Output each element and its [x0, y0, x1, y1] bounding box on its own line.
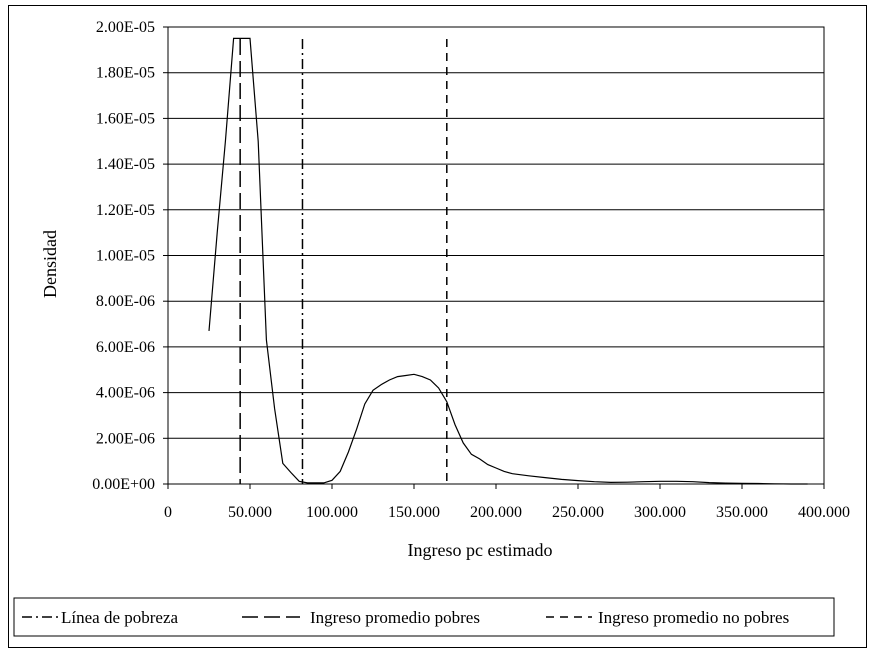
legend-box: [13, 597, 835, 637]
reference-lines: [239, 39, 448, 484]
y-tick-label: 1.60E-05: [96, 110, 155, 127]
y-tick-label: 0.00E+00: [92, 476, 155, 493]
y-tick-label: 1.20E-05: [96, 202, 155, 219]
gridlines: [167, 26, 825, 485]
y-axis-label: Densidad: [40, 230, 60, 298]
y-tick-label: 6.00E-06: [96, 339, 155, 356]
y-tick-label: 8.00E-06: [96, 293, 155, 310]
x-tick-label: 350.000: [716, 504, 768, 521]
y-tick-label: 2.00E-06: [96, 430, 155, 447]
x-tick-label: 150.000: [388, 504, 440, 521]
y-tick-label: 1.80E-05: [96, 65, 155, 82]
x-tick-label: 400.000: [798, 504, 850, 521]
legend-label: Ingreso promedio pobres: [310, 608, 480, 627]
x-axis-ticks: 0 50.000 100.000 150.000 200.000 250.000 300.0…: [164, 484, 850, 521]
x-tick-label: 300.000: [634, 504, 686, 521]
x-tick-label: 0: [164, 504, 172, 521]
legend-label: Línea de pobreza: [61, 608, 178, 627]
x-tick-label: 100.000: [306, 504, 358, 521]
chart-frame: [8, 5, 867, 648]
y-tick-label: 1.40E-05: [96, 156, 155, 173]
y-tick-label: 1.00E-05: [96, 248, 155, 265]
legend: Línea de pobreza Ingreso promedio pobres I…: [13, 597, 835, 637]
y-tick-label: 2.00E-05: [96, 19, 155, 36]
x-tick-label: 200.000: [470, 504, 522, 521]
x-axis-label: Ingreso pc estimado: [408, 540, 553, 560]
y-axis-ticks: 0.00E+00 2.00E-06 4.00E-06 6.00E-06 8.00E-06…: [92, 19, 168, 493]
density-curve: [208, 37, 808, 485]
y-tick-label: 4.00E-06: [96, 385, 155, 402]
x-tick-label: 250.000: [552, 504, 604, 521]
legend-label: Ingreso promedio no pobres: [598, 608, 789, 627]
x-tick-label: 50.000: [228, 504, 272, 521]
